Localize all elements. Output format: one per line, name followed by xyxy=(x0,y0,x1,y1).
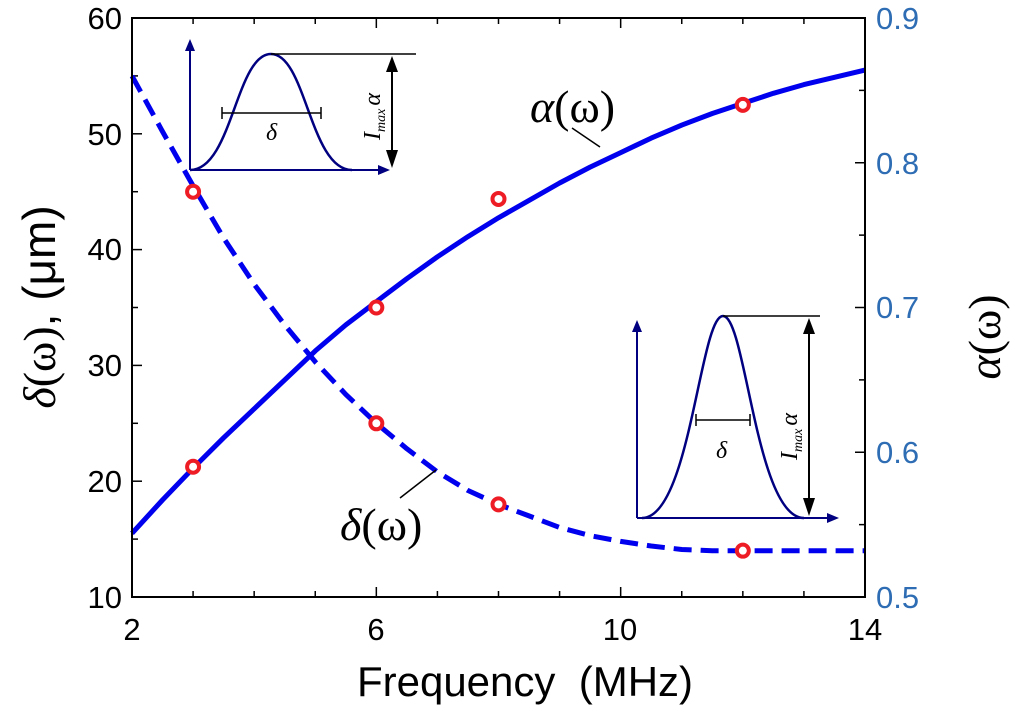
delta-curve xyxy=(129,74,865,554)
y-left-tick-labels: 10 20 30 40 50 60 xyxy=(88,1,122,615)
y-right-tick-label: 0.9 xyxy=(876,1,919,36)
delta-curve-label: δ(ω) xyxy=(340,499,422,550)
inset-height-sub: max xyxy=(374,108,389,132)
inset-height-sub: max xyxy=(791,428,806,452)
alpha-label-symbol: α xyxy=(530,81,555,132)
y-left-axis-label: δ(ω), (μm) xyxy=(13,205,65,408)
inset-height-symbol: α xyxy=(360,93,386,106)
inset-wide-height-arrow-bottom xyxy=(386,150,398,168)
delta-label-arg: (ω) xyxy=(361,499,422,550)
alpha-marker xyxy=(734,96,751,113)
y-left-label-unit: , (μm) xyxy=(13,205,65,326)
y-right-tick-labels: 0.5 0.6 0.7 0.8 0.9 xyxy=(876,1,919,615)
delta-marker xyxy=(185,183,202,200)
delta-marker xyxy=(490,496,507,513)
x-tick-labels: 2 6 10 14 xyxy=(123,612,882,647)
y-right-axis-label: α(ω) xyxy=(959,294,1010,379)
inset-narrow-height-label: Imax α xyxy=(777,413,806,461)
inset-narrow-width-symbol: δ xyxy=(716,438,728,464)
curves xyxy=(129,67,866,554)
alpha-label-leader xyxy=(571,127,601,148)
alpha-marker xyxy=(368,299,385,316)
alpha-marker xyxy=(490,190,507,207)
y-left-tick-label: 30 xyxy=(88,348,122,383)
inset-height-i: I xyxy=(777,451,803,461)
inset-narrow-height-arrow-bottom xyxy=(803,498,815,516)
y-left-tick-label: 10 xyxy=(88,580,122,615)
inset-wide-pulse-curve xyxy=(189,52,353,172)
plot-frame xyxy=(131,17,866,598)
inset-wide-width-symbol: δ xyxy=(266,120,278,146)
y-right-tick-label: 0.6 xyxy=(876,435,919,470)
delta-label-symbol: δ xyxy=(340,499,362,550)
inset-wide-pulse: δ Imax α xyxy=(185,39,416,175)
y-right-label-symbol: α xyxy=(959,355,1010,380)
y-right-label-arg: (ω) xyxy=(959,294,1010,355)
data-markers xyxy=(185,96,751,559)
inset-height-symbol: α xyxy=(777,413,803,426)
alpha-marker xyxy=(185,458,202,475)
alpha-label-arg: (ω) xyxy=(554,81,615,132)
x-tick-label: 6 xyxy=(367,612,384,647)
delta-label-leader xyxy=(399,469,437,499)
inset-wide-x-arrow xyxy=(378,165,390,175)
inset-narrow-x-arrow xyxy=(827,513,839,523)
inset-narrow-pulse: δ Imax α xyxy=(632,314,839,523)
delta-marker xyxy=(368,415,385,432)
x-tick-label: 2 xyxy=(123,612,140,647)
inset-wide-height-label: Imax α xyxy=(360,93,389,141)
inset-narrow-y-arrow xyxy=(632,320,642,332)
inset-height-i: I xyxy=(360,131,386,141)
x-axis-label: Frequency (MHz) xyxy=(357,658,693,705)
y-left-label-arg: (ω) xyxy=(14,326,65,387)
delta-marker xyxy=(734,542,751,559)
x-tick-label: 14 xyxy=(848,612,882,647)
alpha-curve xyxy=(130,67,866,535)
inset-wide-height-arrow-top xyxy=(386,56,398,72)
y-right-tick-label: 0.5 xyxy=(876,580,919,615)
y-right-tick-label: 0.7 xyxy=(876,290,919,325)
y-left-tick-label: 50 xyxy=(88,117,122,152)
y-left-label-symbol: δ xyxy=(14,387,65,409)
y-left-tick-label: 60 xyxy=(88,1,122,36)
inset-narrow-height-arrow-top xyxy=(803,318,815,334)
y-left-tick-label: 40 xyxy=(88,232,122,267)
y-right-tick-label: 0.8 xyxy=(876,146,919,181)
x-tick-label: 10 xyxy=(603,612,637,647)
inset-wide-y-arrow xyxy=(185,39,195,51)
y-left-tick-label: 20 xyxy=(88,464,122,499)
alpha-curve-label: α(ω) xyxy=(530,81,615,132)
